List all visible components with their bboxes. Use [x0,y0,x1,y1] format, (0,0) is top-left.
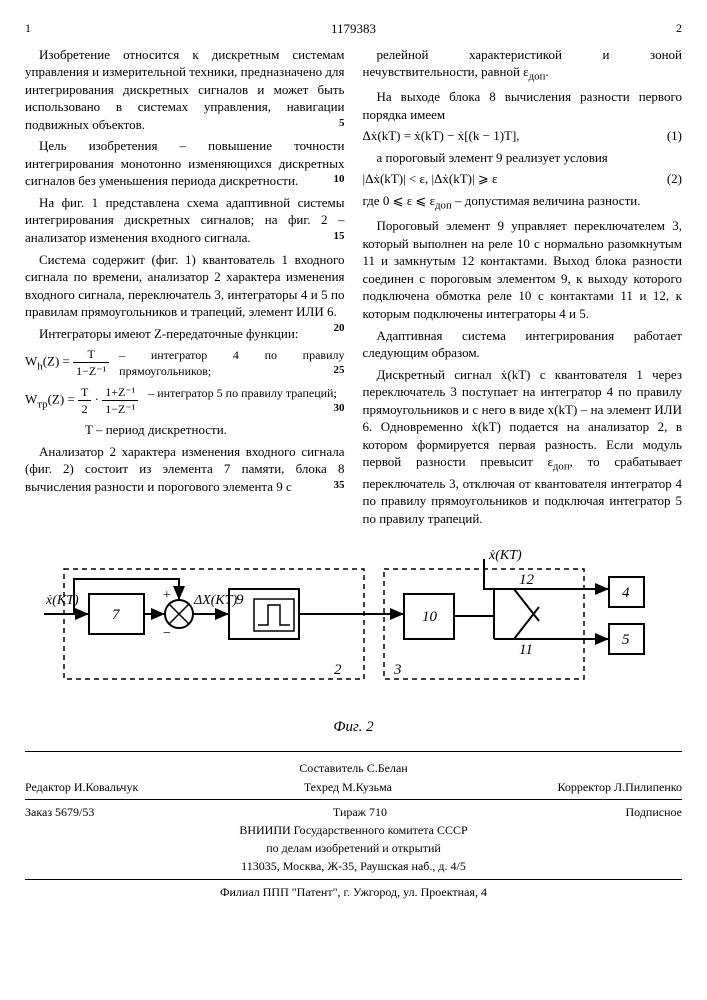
line-marker: 20 [320,321,345,336]
para: Адаптивная система интегрирования работа… [363,327,683,362]
footer-editor: Редактор И.Ковальчук [25,779,138,795]
para: Изобретение относится к дискретным систе… [25,46,345,134]
equation-1: Δẋ(kT) = ẋ(kT) − ẋ[(k − 1)T], (1) [363,127,683,145]
output-label: ẋ(KT) [488,549,522,563]
para: а пороговый элемент 9 реализует условия [363,149,683,167]
footer-tirazh: Тираж 710 [333,804,387,820]
formula-left: Wh(Z) = T1−Z⁻¹ [25,346,109,379]
line-marker: 25 [334,363,345,378]
para: Пороговый элемент 9 управляет переключат… [363,217,683,322]
line-marker: 30 [334,401,345,416]
line-marker: 10 [320,172,345,187]
para: Дискретный сигнал ẋ(kT) с квантователя 1… [363,366,683,528]
footer-address: 113035, Москва, Ж-35, Раушская наб., д. … [25,858,682,874]
para: Анализатор 2 характера изменения входног… [25,443,345,496]
formula-desc: – интегратор 5 по правилу трапеций;30 [148,385,344,416]
eq-number: (1) [667,127,682,145]
line-marker: 5 [325,116,345,131]
footer-corrector: Корректор Л.Пилипенко [557,779,682,795]
t-desc: T – период дискретности. [25,421,345,439]
block-label-11: 11 [519,642,533,658]
footer-filial: Филиал ППП "Патент", г. Ужгород, ул. Про… [25,884,682,900]
para: На выходе блока 8 вычисления разности пе… [363,88,683,123]
footer-order-row: Заказ 5679/53 Тираж 710 Подписное [25,804,682,820]
right-column: релейной характеристикой и зоной нечувст… [363,46,683,532]
footer-techred: Техред М.Кузьма [304,779,392,795]
para: На фиг. 1 представлена схема адаптивной … [25,194,345,247]
delta-label: ΔX(KT) [193,593,238,608]
page-number-row: 1 1179383 2 [25,20,682,38]
page-num-right: 2 [676,20,682,38]
formula-left: Wтр(Z) = T2 · 1+Z⁻¹1−Z⁻¹ [25,384,138,417]
para: Система содержит (фиг. 1) квантователь 1… [25,251,345,321]
eq-number: (2) [667,170,682,188]
block-label-12: 12 [519,572,535,588]
block-label-3: 3 [393,662,402,678]
text-columns: Изобретение относится к дискретным систе… [25,46,682,532]
formula-wtp: Wтр(Z) = T2 · 1+Z⁻¹1−Z⁻¹ – интегратор 5 … [25,384,345,417]
figure-caption: Фиг. 2 [25,717,682,737]
left-column: Изобретение относится к дискретным систе… [25,46,345,532]
footer-podpis: Подписное [626,804,683,820]
footer-compiler: Составитель С.Белан [25,760,682,776]
block-label-5: 5 [622,632,630,648]
line-marker: 35 [320,478,345,493]
page-num-left: 1 [25,20,31,38]
para: где 0 ⩽ ε ⩽ εдоп – допустимая величина р… [363,192,683,213]
footer-org2: по делам изобретений и открытий [25,840,682,856]
svg-text:−: − [162,626,171,641]
formula-desc: – интегратор 4 по правилу прямоугольнико… [119,347,344,379]
doc-number: 1179383 [331,20,376,38]
para: Интеграторы имеют Z-передаточные функции… [25,325,345,343]
para: Цель изобретения – повышение точности ин… [25,137,345,190]
formula-wh: Wh(Z) = T1−Z⁻¹ – интегратор 4 по правилу… [25,346,345,379]
svg-text:+: + [162,588,171,603]
footer-credits-row: Редактор И.Ковальчук Техред М.Кузьма Кор… [25,779,682,795]
footer-order: Заказ 5679/53 [25,804,94,820]
block-label-10: 10 [422,609,438,625]
equation-2: |Δẋ(kT)| < ε, |Δẋ(kT)| ⩾ ε (2) [363,170,683,188]
block-label-4: 4 [622,585,630,601]
diagram-fig2: 2 7 + − 9 3 10 12 11 4 5 ẋ(KT) ΔX(KT) ẋ(… [44,549,664,709]
para: релейной характеристикой и зоной нечувст… [363,46,683,85]
footer-org1: ВНИИПИ Государственного комитета СССР [25,822,682,838]
footer: Составитель С.Белан Редактор И.Ковальчук… [25,751,682,899]
line-marker: 15 [320,229,345,244]
block-label-2: 2 [334,662,342,678]
